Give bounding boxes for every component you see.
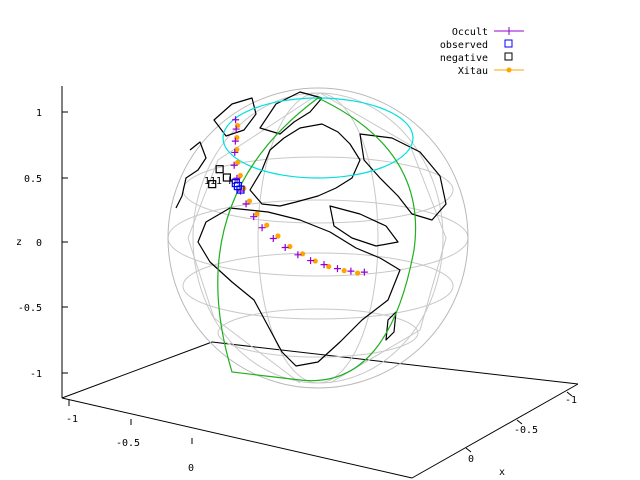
xitau-point <box>299 251 306 257</box>
legend-label: negative <box>440 53 488 64</box>
x-ticks <box>465 391 573 453</box>
y-ticks <box>68 400 193 444</box>
distance-annotation: 111 km <box>204 176 240 187</box>
occult-point <box>347 267 355 275</box>
legend-entry-occult: Occult <box>452 27 524 38</box>
y-axis-line <box>61 397 413 479</box>
occult-point <box>258 224 266 232</box>
graticule-meridian <box>187 92 321 384</box>
observed-point <box>236 185 245 194</box>
meridian-ring <box>217 97 417 382</box>
coastline-europe <box>249 123 361 207</box>
occult-point <box>307 257 315 265</box>
z-axis-label: z <box>16 237 22 248</box>
legend-entry-observed: observed <box>440 39 513 51</box>
xitau-point <box>312 258 318 264</box>
legend-entry-negative: negative <box>440 52 513 64</box>
xitau-point <box>341 268 347 274</box>
xitau-point <box>355 270 361 276</box>
occult-point <box>230 161 238 169</box>
x-tick-labels: 0 -0.5 -1 <box>468 395 577 465</box>
legend-label: Xitau <box>458 66 488 77</box>
y-tick-label: -1 <box>66 414 78 425</box>
occult-point <box>269 234 277 242</box>
legend-entry-xitau: Xitau <box>458 66 524 77</box>
graticule-meridian <box>192 92 444 384</box>
xitau-point <box>287 243 293 250</box>
occult-point <box>250 213 258 221</box>
occult-point <box>232 116 240 124</box>
coastline-west-edge <box>175 141 207 209</box>
x-tick-label: -0.5 <box>514 425 538 436</box>
graticule-parallel <box>182 252 454 320</box>
xitau-point <box>237 172 243 179</box>
negative-point <box>215 165 224 174</box>
x-axis-label: x <box>499 467 505 478</box>
negative-point <box>208 180 217 189</box>
y-tick-label: 0 <box>188 463 194 474</box>
globe-graticule <box>167 92 469 384</box>
graticule-meridian <box>319 92 447 384</box>
occult-point <box>233 174 241 182</box>
graticule-meridian <box>257 92 379 384</box>
xitau-point <box>246 198 253 204</box>
z-tick-label: -1 <box>30 369 42 380</box>
legend-square-marker <box>504 39 513 48</box>
plot-box <box>61 86 579 479</box>
xitau-point <box>234 146 240 153</box>
xitau-point <box>275 233 281 239</box>
coastline-africa <box>197 207 401 367</box>
occult-point <box>231 137 239 145</box>
xitau-point <box>326 264 332 270</box>
data-marks <box>208 116 368 276</box>
y-tick-labels: -1 -0.5 0 <box>66 414 194 474</box>
legend-square-marker <box>504 52 513 61</box>
xitau-point <box>234 159 241 166</box>
x-tick-label: 0 <box>468 454 474 465</box>
legend-label: Occult <box>452 27 488 38</box>
legend: Occult observed negative Xitau <box>440 27 524 77</box>
z-tick-labels: 1 0.5 0 -0.5 -1 <box>18 108 42 380</box>
legend-plus-marker <box>505 27 513 35</box>
coastlines <box>175 91 447 367</box>
occult-point <box>232 125 240 133</box>
occult-point <box>242 200 250 208</box>
x-axis-line <box>411 383 579 479</box>
z-ticks <box>62 111 68 374</box>
coastline-scandinavia <box>259 91 323 135</box>
globe-outline <box>167 87 469 389</box>
occult-point <box>294 251 302 259</box>
y-tick-label: -0.5 <box>116 438 140 449</box>
xitau-point <box>254 211 260 217</box>
graticule-parallel <box>217 308 419 358</box>
z-tick-label: 0.5 <box>24 174 42 185</box>
z-tick-label: -0.5 <box>18 303 42 314</box>
occult-point <box>281 244 289 252</box>
xitau-point <box>264 222 270 228</box>
z-tick-label: 0 <box>36 238 42 249</box>
z-tick-label: 1 <box>36 108 42 119</box>
occult-point <box>320 261 328 269</box>
x-tick-label: -1 <box>565 395 577 406</box>
coastline-greenland <box>213 97 257 137</box>
negative-point <box>222 173 231 182</box>
box-back-right-edge <box>211 341 579 385</box>
box-back-left-edge <box>61 341 213 399</box>
occult-point <box>360 268 368 276</box>
coastline-middle-east <box>329 205 399 247</box>
legend-dot-marker <box>506 67 512 73</box>
legend-label: observed <box>440 40 488 51</box>
occult-point <box>231 148 239 156</box>
occult-point <box>333 265 341 273</box>
